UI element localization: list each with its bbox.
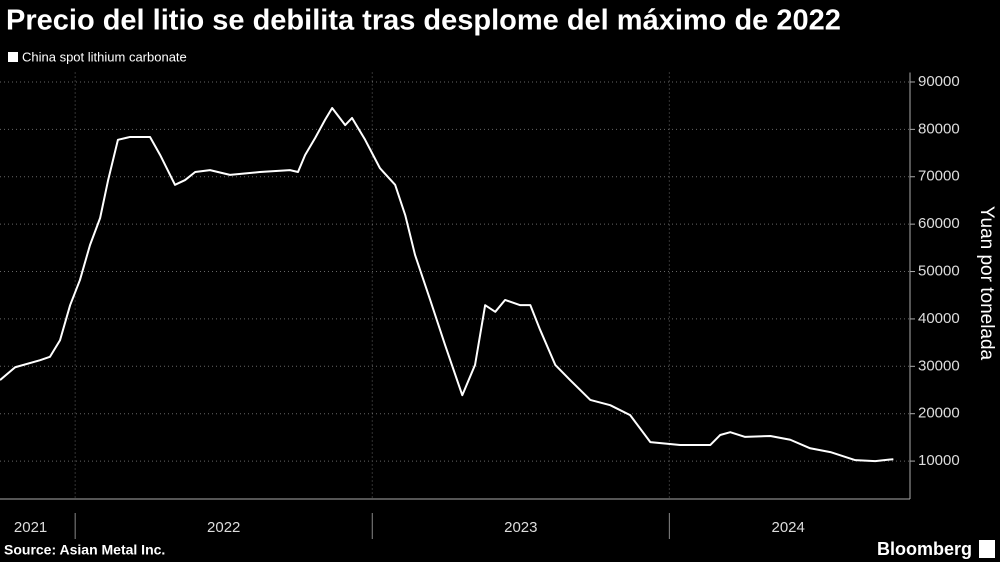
line — [0, 107, 894, 463]
y-tick-label: 50000 — [918, 263, 960, 280]
legend-swatch — [8, 52, 18, 62]
x-tick-label: 2023 — [504, 519, 537, 536]
y-tick-label: 60000 — [918, 215, 960, 232]
y-tick-label: 30000 — [918, 357, 960, 374]
y-tick-label: 70000 — [918, 168, 960, 185]
x-tick-label: 2021 — [14, 519, 47, 536]
source: Source: Asian Metal Inc. — [4, 542, 165, 558]
y-axis-label: Yuan por tonelada — [976, 206, 997, 361]
y-tick-label: 40000 — [918, 310, 960, 327]
brand: Bloomberg — [877, 539, 972, 559]
x-tick-label: 2022 — [207, 519, 240, 536]
y-tick-label: 10000 — [918, 452, 960, 469]
chart-title: Precio del litio se debilita tras desplo… — [6, 5, 841, 37]
y-tick-label: 80000 — [918, 120, 960, 137]
legend-label: China spot lithium carbonate — [22, 49, 187, 64]
x-tick-label: 2024 — [772, 519, 805, 536]
brand-icon — [979, 540, 995, 558]
y-tick-label: 20000 — [918, 405, 960, 422]
y-tick-label: 90000 — [918, 73, 960, 90]
